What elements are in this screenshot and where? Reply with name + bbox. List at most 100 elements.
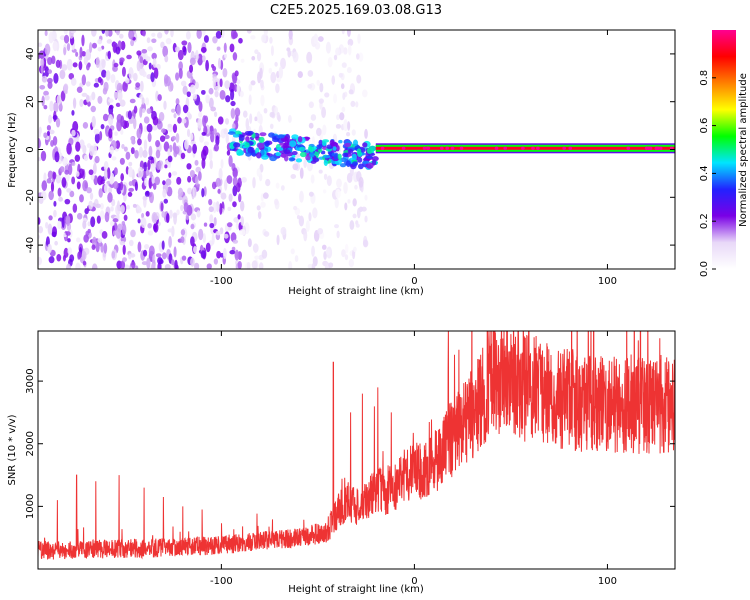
spectrogram-cell bbox=[335, 47, 341, 56]
spectrogram-cell bbox=[308, 145, 313, 152]
spectrogram-cell bbox=[236, 79, 241, 85]
spectrogram-cell bbox=[194, 262, 200, 269]
spectrogram-cell bbox=[192, 93, 198, 100]
spectrogram-cell bbox=[172, 212, 178, 219]
spectrogram-cell bbox=[178, 61, 183, 71]
spectrogram-cell bbox=[95, 203, 101, 209]
spectrogram-cell bbox=[269, 36, 273, 44]
colorbar: 0.0 0.2 0.4 0.6 0.8 Normalized spectral ampl… bbox=[699, 30, 749, 277]
spectrogram-cell bbox=[141, 261, 148, 266]
spectrogram-cell bbox=[233, 83, 238, 92]
spectrogram-cell bbox=[234, 70, 239, 77]
spectrogram-cell bbox=[321, 139, 330, 143]
spectrogram-cell bbox=[351, 129, 356, 136]
spectrogram-cell bbox=[162, 45, 169, 58]
spectrogram-cell bbox=[342, 152, 349, 158]
spectrogram-cell bbox=[153, 223, 159, 233]
spectrogram-cell bbox=[268, 67, 273, 74]
spectrogram-cell bbox=[227, 131, 236, 135]
spectrogram-panel: -100 0 100 -40 -20 0 20 40 Height of straight … bbox=[7, 29, 676, 297]
spectrogram-cell bbox=[82, 121, 89, 129]
spectrogram-x-tick-label: 0 bbox=[411, 276, 417, 287]
spectrogram-cell bbox=[38, 42, 43, 47]
spectrogram-cell bbox=[142, 30, 146, 37]
spectrogram-cell bbox=[362, 89, 368, 98]
spectrogram-cell bbox=[356, 148, 362, 155]
spectrogram-cell bbox=[180, 80, 187, 87]
spectrogram-cell bbox=[343, 47, 348, 55]
spectrogram-cell bbox=[290, 174, 297, 179]
spectrogram-cell bbox=[143, 116, 150, 124]
spectrogram-cell bbox=[331, 75, 336, 85]
spectrogram-cell bbox=[164, 134, 170, 140]
spectrogram-cell bbox=[202, 115, 207, 128]
spectrogram-cell bbox=[335, 123, 342, 129]
spectrogram-cell bbox=[347, 44, 352, 56]
spectrogram-cell bbox=[274, 61, 278, 67]
spectrogram-cell bbox=[48, 129, 55, 135]
spectrogram-cell bbox=[237, 214, 241, 220]
spectrogram-cell bbox=[189, 64, 194, 73]
spectrogram-cell bbox=[356, 74, 362, 84]
chart-title: C2E5.2025.169.03.08.G13 bbox=[270, 3, 442, 18]
snr-y-tick-label: 1000 bbox=[25, 494, 36, 519]
spectrogram-cell bbox=[55, 174, 61, 184]
spectrogram-cell bbox=[129, 98, 136, 104]
spectrogram-cell bbox=[201, 89, 206, 95]
spectrogram-cell bbox=[63, 34, 70, 44]
spectrogram-cell bbox=[48, 114, 53, 124]
spectrogram-cell bbox=[102, 113, 109, 122]
spectrogram-cell bbox=[290, 248, 295, 255]
spectrogram-cell bbox=[231, 123, 236, 130]
carrier-peak bbox=[654, 146, 659, 151]
spectrogram-cell bbox=[54, 240, 58, 246]
spectrogram-cell bbox=[228, 193, 233, 202]
spectrogram-cell bbox=[268, 132, 275, 138]
spectrogram-cell bbox=[83, 154, 89, 162]
spectrogram-cell bbox=[364, 128, 368, 139]
spectrogram-cell bbox=[223, 233, 229, 239]
spectrogram-cell bbox=[146, 37, 151, 44]
spectrogram-cell bbox=[136, 50, 142, 56]
spectrogram-cell bbox=[333, 54, 338, 61]
spectrogram-cell bbox=[116, 200, 120, 212]
spectrogram-cell bbox=[347, 38, 354, 47]
spectrogram-cell bbox=[137, 218, 141, 224]
spectrogram-cell bbox=[89, 192, 94, 201]
spectrogram-cell bbox=[240, 200, 245, 212]
spectrogram-cell bbox=[53, 209, 57, 218]
spectrogram-cell bbox=[71, 110, 75, 116]
spectrogram-cell bbox=[311, 262, 316, 269]
spectrogram-cell bbox=[128, 30, 135, 40]
spectrogram-cell bbox=[38, 256, 43, 266]
spectrogram-cell bbox=[66, 42, 71, 52]
spectrogram-cell bbox=[256, 168, 261, 177]
spectrogram-cell bbox=[328, 262, 334, 268]
spectrogram-cell bbox=[66, 58, 73, 71]
spectrogram-cell bbox=[53, 200, 57, 207]
spectrogram-cell bbox=[47, 81, 53, 89]
spectrogram-cell bbox=[164, 55, 169, 63]
spectrogram-cell bbox=[214, 85, 220, 92]
colorbar-tick-label: 0.6 bbox=[699, 118, 710, 134]
spectrogram-cell bbox=[305, 154, 311, 161]
spectrogram-cell bbox=[61, 177, 67, 188]
spectrogram-cell bbox=[62, 157, 68, 167]
spectrogram-cell bbox=[213, 143, 219, 152]
spectrogram-cell bbox=[176, 209, 180, 216]
spectrogram-cell bbox=[201, 188, 205, 198]
spectrogram-cell bbox=[226, 222, 233, 228]
spectrogram-cell bbox=[357, 157, 363, 163]
spectrogram-cell bbox=[208, 97, 214, 109]
spectrogram-cell bbox=[167, 228, 173, 233]
snr-y-tick-label: 3000 bbox=[25, 368, 36, 393]
spectrogram-cell bbox=[47, 56, 53, 66]
spectrogram-cell bbox=[142, 195, 148, 201]
spectrogram-cell bbox=[52, 135, 58, 146]
spectrogram-cell bbox=[136, 127, 142, 139]
spectrogram-cell bbox=[213, 128, 217, 135]
spectrogram-cell bbox=[227, 206, 232, 212]
spectrogram-cell bbox=[155, 140, 161, 148]
spectrogram-cell bbox=[136, 205, 141, 210]
spectrogram-cell bbox=[71, 176, 76, 185]
